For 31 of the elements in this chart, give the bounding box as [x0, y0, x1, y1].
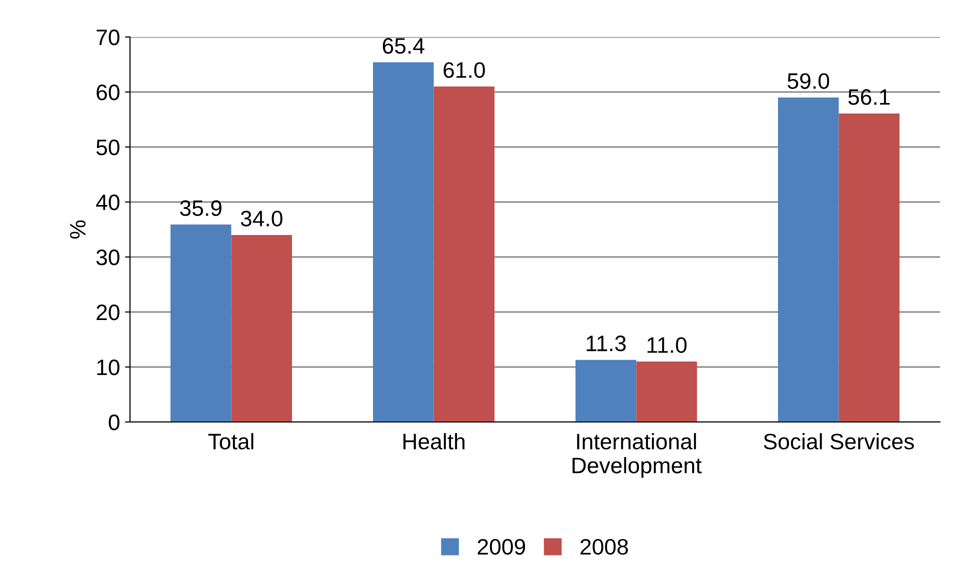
- bar: [838, 113, 900, 422]
- bar: [373, 62, 434, 422]
- y-tick-label: 20: [96, 304, 120, 320]
- data-label: 11.0: [648, 337, 687, 353]
- data-label: 61.0: [444, 62, 485, 78]
- data-label: 11.3: [586, 336, 626, 352]
- bar: [576, 360, 636, 422]
- y-tick-label: 60: [96, 84, 120, 100]
- data-label: 34.0: [240, 210, 282, 226]
- y-tick-label: 40: [96, 194, 120, 210]
- data-label: 65.4: [382, 38, 424, 54]
- data-label: 59.0: [788, 73, 830, 89]
- x-tick-label: Total: [208, 433, 254, 450]
- legend-label: 2009: [478, 538, 526, 555]
- data-label: 35.9: [180, 200, 222, 216]
- x-tick-label: Social Services: [764, 433, 914, 450]
- bar: [778, 98, 839, 422]
- y-tick-label: 30: [96, 250, 120, 266]
- data-label: 56.1: [848, 89, 890, 105]
- y-tick-label: 50: [96, 140, 120, 156]
- bar: [231, 235, 292, 422]
- y-tick-label: 10: [97, 360, 120, 376]
- y-axis-title: %: [70, 220, 86, 239]
- bar: [636, 362, 697, 422]
- y-tick-label: 70: [96, 30, 120, 46]
- y-tick-label: 0: [108, 414, 120, 430]
- bar: [434, 86, 494, 422]
- legend-label: 2008: [580, 538, 628, 555]
- bar: [170, 224, 232, 422]
- x-tick-label: International Development: [572, 433, 702, 478]
- x-tick-label: Health: [403, 433, 464, 450]
